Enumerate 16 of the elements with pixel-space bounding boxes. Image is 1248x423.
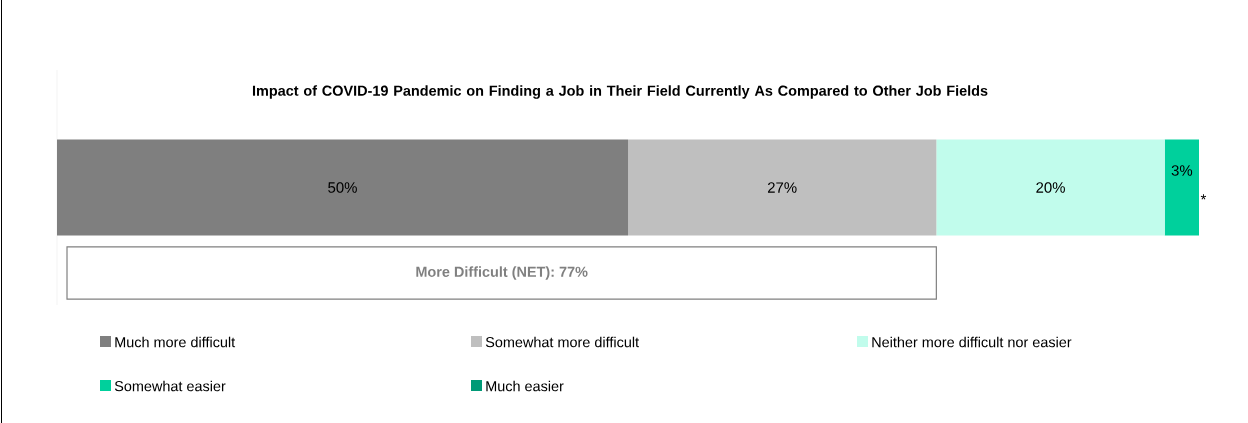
data-label: 50%	[328, 182, 357, 193]
chart-title: Impact of COVID-19 Pandemic on Finding a Job in Their Field Currently As Compared to Other Job Fields	[252, 85, 988, 99]
data-label: *	[1200, 194, 1207, 200]
legend-label: Somewhat more difficult	[485, 336, 639, 348]
bar	[1164, 139, 1200, 236]
legend-label: Neither more difficult nor easier	[872, 336, 1072, 348]
data-label: 27%	[767, 182, 797, 193]
bar	[936, 139, 1165, 236]
bar	[57, 139, 629, 236]
legend-label: Somewhat easier	[114, 380, 226, 392]
data-label: 3%	[1171, 165, 1193, 176]
data-label: 20%	[1036, 182, 1065, 193]
bar	[628, 139, 937, 236]
text: More Difficult (NET): 77%	[416, 266, 588, 280]
legend-label: Much easier	[486, 380, 564, 392]
legend-label: Much more difficult	[115, 336, 236, 348]
